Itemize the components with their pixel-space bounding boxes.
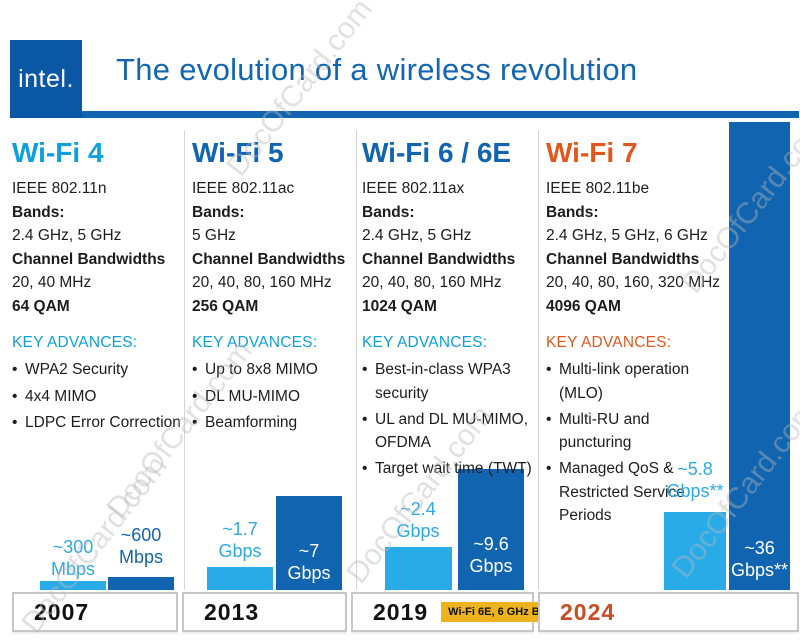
wifi7-peak-label: ~36 Gbps** bbox=[730, 538, 789, 581]
list-item: DL MU-MIMO bbox=[192, 385, 354, 409]
wifi5-title: Wi-Fi 5 bbox=[192, 137, 284, 168]
wifi7-column: Wi-Fi 7 IEEE 802.11be Bands: 2.4 GHz, 5 … bbox=[546, 137, 726, 530]
wifi4-bands: 2.4 GHz, 5 GHz bbox=[12, 227, 122, 245]
wifi5-column: Wi-Fi 5 IEEE 802.11ac Bands: 5 GHz Chann… bbox=[192, 137, 354, 437]
wifi6-bands: 2.4 GHz, 5 GHz bbox=[362, 227, 472, 245]
key-advances-label: KEY ADVANCES: bbox=[192, 334, 318, 352]
year-cell-2024: 2024 bbox=[538, 592, 799, 632]
wifi4-peak-bar bbox=[108, 577, 174, 590]
wifi5-peak-bar: ~7 Gbps bbox=[276, 496, 342, 590]
bands-label: Bands: bbox=[192, 203, 245, 221]
wifi4-advances-list: WPA2 Security 4x4 MIMO LDPC Error Correc… bbox=[12, 358, 182, 434]
year-label: 2007 bbox=[34, 598, 90, 625]
header-divider bbox=[10, 111, 799, 118]
list-item: 4x4 MIMO bbox=[12, 385, 182, 409]
list-item: Managed QoS & Restricted Service Periods bbox=[546, 457, 726, 527]
wifi4-qam: 64 QAM bbox=[12, 297, 70, 315]
wifi5-typical-bar bbox=[207, 567, 273, 590]
year-cell-2007: 2007 bbox=[12, 592, 178, 632]
wifi5-standard: IEEE 802.11ac bbox=[192, 180, 295, 197]
wifi4-channels: 20, 40 MHz bbox=[12, 274, 92, 292]
wifi6-typical-bar bbox=[385, 547, 452, 590]
channel-bandwidths-label: Channel Bandwidths bbox=[192, 250, 346, 268]
channel-bandwidths-label: Channel Bandwidths bbox=[362, 250, 516, 268]
list-item: Best-in-class WPA3 security bbox=[362, 358, 532, 405]
channel-bandwidths-label: Channel Bandwidths bbox=[546, 250, 700, 268]
wifi4-title: Wi-Fi 4 bbox=[12, 137, 104, 168]
wifi7-bands: 2.4 GHz, 5 GHz, 6 GHz bbox=[546, 227, 708, 245]
wifi7-qam: 4096 QAM bbox=[546, 297, 621, 315]
column-divider bbox=[538, 130, 539, 590]
list-item: Target wait time (TWT) bbox=[362, 457, 532, 481]
list-item: Beamforming bbox=[192, 411, 354, 435]
bands-label: Bands: bbox=[12, 203, 65, 221]
year-cell-2013: 2013 bbox=[182, 592, 347, 632]
wifi4-typical-label: ~300 Mbps bbox=[50, 537, 95, 579]
key-advances-label: KEY ADVANCES: bbox=[546, 334, 672, 352]
wifi7-advances-list: Multi-link operation (MLO) Multi-RU and … bbox=[546, 358, 726, 527]
wifi5-qam: 256 QAM bbox=[192, 297, 259, 315]
list-item: Up to 8x8 MIMO bbox=[192, 358, 354, 382]
wifi6-peak-bar: ~9.6 Gbps bbox=[458, 469, 524, 590]
wifi5-advances-list: Up to 8x8 MIMO DL MU-MIMO Beamforming bbox=[192, 358, 354, 434]
wifi7-standard: IEEE 802.11be bbox=[546, 180, 650, 197]
list-item: Multi-RU and puncturing bbox=[546, 408, 726, 455]
wifi6-column: Wi-Fi 6 / 6E IEEE 802.11ax Bands: 2.4 GH… bbox=[362, 137, 532, 484]
wifi7-typical-label: ~5.8 Gbps** bbox=[666, 459, 724, 501]
key-advances-label: KEY ADVANCES: bbox=[362, 334, 488, 352]
list-item: LDPC Error Correction bbox=[12, 411, 182, 435]
column-divider bbox=[356, 130, 357, 590]
column-divider bbox=[184, 130, 185, 590]
wifi4-standard: IEEE 802.11n bbox=[12, 180, 107, 197]
intel-logo: intel. bbox=[10, 40, 82, 118]
wifi4-column: Wi-Fi 4 IEEE 802.11n Bands: 2.4 GHz, 5 G… bbox=[12, 137, 182, 437]
wifi5-bands: 5 GHz bbox=[192, 227, 236, 245]
list-item: Multi-link operation (MLO) bbox=[546, 358, 726, 405]
page-title: The evolution of a wireless revolution bbox=[116, 52, 638, 87]
wifi7-peak-bar: ~36 Gbps** bbox=[729, 122, 790, 590]
wifi5-peak-label: ~7 Gbps bbox=[287, 541, 331, 584]
channel-bandwidths-label: Channel Bandwidths bbox=[12, 250, 166, 268]
bands-label: Bands: bbox=[362, 203, 415, 221]
wifi6-qam: 1024 QAM bbox=[362, 297, 437, 315]
wifi6-title: Wi-Fi 6 / 6E bbox=[362, 137, 512, 168]
year-label: 2013 bbox=[204, 598, 260, 625]
year-label: 2024 bbox=[560, 598, 616, 625]
wifi7-title: Wi-Fi 7 bbox=[546, 137, 638, 168]
key-advances-label: KEY ADVANCES: bbox=[12, 334, 138, 352]
wifi6-channels: 20, 40, 80, 160 MHz bbox=[362, 274, 502, 292]
wifi4-peak-label: ~600 Mbps bbox=[118, 525, 163, 567]
wifi5-channels: 20, 40, 80, 160 MHz bbox=[192, 274, 332, 292]
wifi4-typical-bar bbox=[40, 581, 106, 590]
wifi5-typical-label: ~1.7 Gbps bbox=[218, 519, 262, 561]
bands-label: Bands: bbox=[546, 203, 599, 221]
wifi6-peak-label: ~9.6 Gbps bbox=[469, 534, 513, 577]
wifi7-channels: 20, 40, 80, 160, 320 MHz bbox=[546, 274, 721, 292]
list-item: UL and DL MU-MIMO, OFDMA bbox=[362, 408, 532, 455]
wifi6-standard: IEEE 802.11ax bbox=[362, 180, 465, 197]
wifi6-typical-label: ~2.4 Gbps bbox=[396, 499, 440, 541]
year-label: 2019 bbox=[373, 598, 429, 625]
wifi6-advances-list: Best-in-class WPA3 security UL and DL MU… bbox=[362, 358, 532, 481]
list-item: WPA2 Security bbox=[12, 358, 182, 382]
year-cell-2019: 2019 Wi-Fi 6E, 6 GHz BAND bbox=[351, 592, 571, 632]
